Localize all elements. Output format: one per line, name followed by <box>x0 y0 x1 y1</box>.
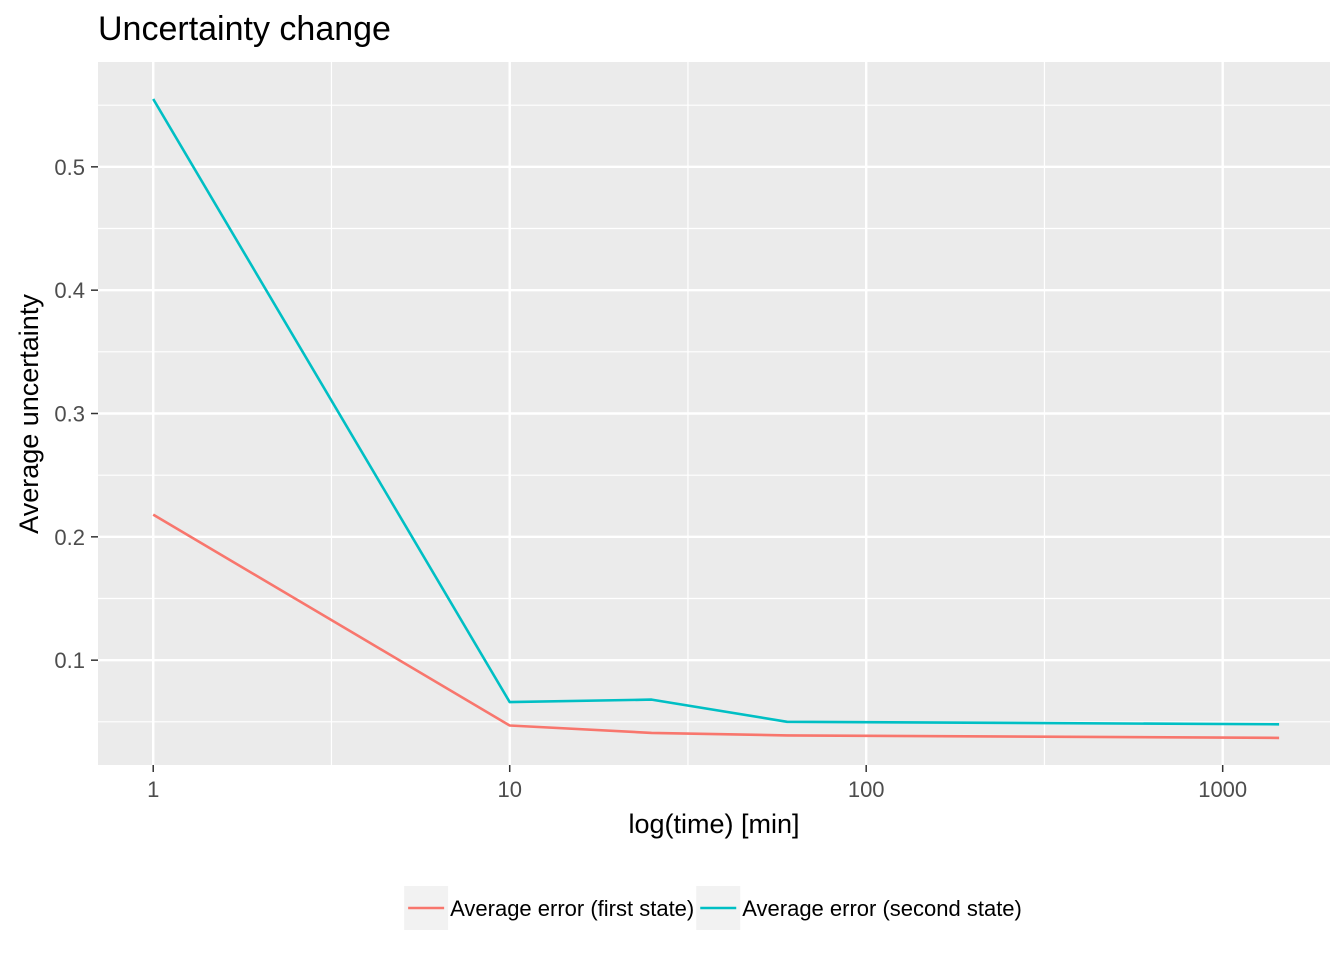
y-tick-label: 0.5 <box>54 155 85 180</box>
legend-label-2: Average error (second state) <box>742 896 1022 921</box>
x-tick-label: 1 <box>147 777 159 802</box>
y-tick-label: 0.3 <box>54 402 85 427</box>
y-axis-title: Average uncertainty <box>14 294 44 534</box>
tick-labels: 1 10 100 1000 0.1 0.2 0.3 0.4 0.5 <box>54 155 1247 802</box>
x-axis-title: log(time) [min] <box>628 809 799 839</box>
series-lines <box>152 98 1280 740</box>
chart-title: Uncertainty change <box>98 10 391 48</box>
series-line-1 <box>152 513 1280 740</box>
legend: Average error (first state) Average error… <box>404 886 1022 930</box>
y-tick-label: 0.2 <box>54 525 85 550</box>
legend-label-1: Average error (first state) <box>450 896 694 921</box>
y-tick-label: 0.1 <box>54 648 85 673</box>
x-tick-label: 10 <box>497 777 521 802</box>
series-line-2 <box>152 98 1280 726</box>
axis-ticks <box>91 166 1224 772</box>
y-tick-label: 0.4 <box>54 278 85 303</box>
x-tick-label: 1000 <box>1198 777 1247 802</box>
x-tick-label: 100 <box>848 777 885 802</box>
grid-major <box>98 62 1330 765</box>
